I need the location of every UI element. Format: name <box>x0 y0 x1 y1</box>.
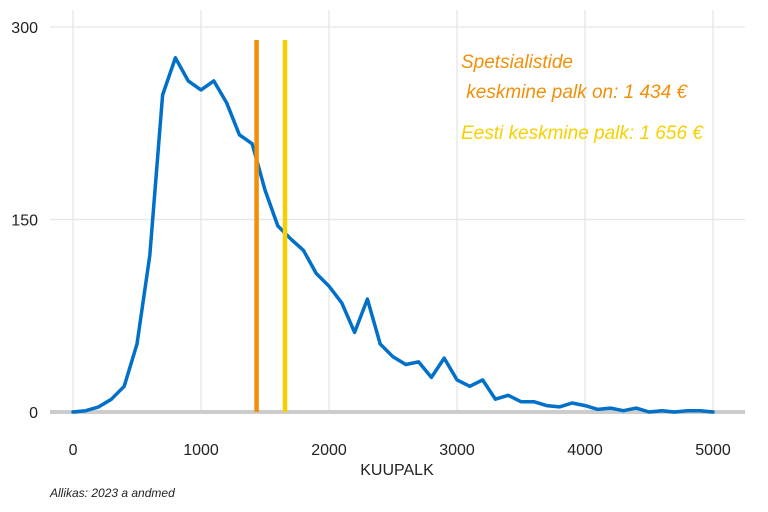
vline-layer <box>254 40 288 412</box>
x-tick-label: 4000 <box>567 442 603 459</box>
estonia-annotation-line-1: Eesti keskmine palk: 1 656 € <box>461 123 704 144</box>
x-tick-labels: 0 1000 2000 3000 4000 5000 <box>69 442 731 459</box>
grid-lines <box>50 10 745 412</box>
estonia-average-annotation: Eesti keskmine palk: 1 656 € <box>461 123 704 144</box>
series-layer <box>71 56 715 414</box>
x-tick-label: 1000 <box>183 442 219 459</box>
specialist-annotation-line-2: keskmine palk on: 1 434 € <box>461 82 688 103</box>
specialist-annotation-line-1: Spetsialistide <box>461 52 573 73</box>
series-line <box>71 56 715 414</box>
x-axis-title: KUUPALK <box>360 462 434 479</box>
specialist-average-annotation: Spetsialistide keskmine palk on: 1 434 € <box>461 52 688 103</box>
y-tick-labels: 0 150 300 <box>11 20 38 422</box>
x-tick-label: 3000 <box>439 442 475 459</box>
x-tick-label: 0 <box>69 442 78 459</box>
annotations: Spetsialistide keskmine palk on: 1 434 €… <box>461 52 704 144</box>
x-tick-label: 5000 <box>695 442 731 459</box>
source-caption: Allikas: 2023 a andmed <box>50 486 175 500</box>
y-tick-label: 150 <box>11 213 38 230</box>
x-tick-label: 2000 <box>311 442 347 459</box>
y-tick-label: 300 <box>11 20 38 37</box>
y-tick-label: 0 <box>29 405 38 422</box>
